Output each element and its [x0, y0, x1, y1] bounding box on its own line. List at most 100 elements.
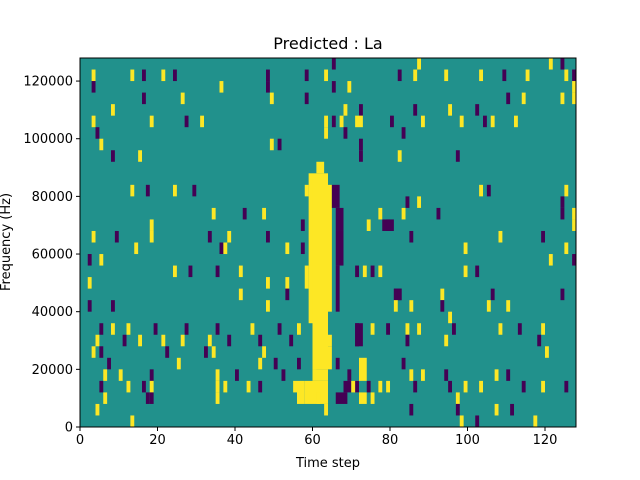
heatmap-cell	[335, 207, 344, 231]
heatmap-cell	[103, 369, 108, 381]
heatmap-cell	[300, 219, 305, 231]
heatmap-cell	[324, 115, 329, 128]
heatmap-cell	[312, 357, 317, 370]
heatmap-cell	[242, 207, 247, 220]
heatmap-cell	[180, 92, 185, 105]
heatmap-cell	[304, 380, 313, 404]
heatmap-cell	[87, 277, 92, 289]
heatmap-cell	[560, 288, 565, 301]
heatmap-cell	[91, 81, 96, 93]
heatmap-cell	[173, 184, 177, 197]
heatmap-cell	[335, 230, 344, 266]
heatmap-cell	[463, 380, 468, 393]
heatmap-cell	[486, 300, 491, 312]
heatmap-cell	[153, 323, 158, 335]
heatmap-cell	[370, 265, 375, 278]
x-tick-label: 0	[76, 433, 84, 448]
heatmap-cell	[479, 380, 484, 393]
heatmap-cell	[324, 127, 329, 139]
heatmap-cell	[316, 161, 325, 174]
heatmap-cell	[386, 323, 391, 335]
heatmap-cell	[378, 207, 383, 220]
heatmap-cell	[269, 92, 274, 105]
heatmap-cell	[355, 265, 360, 278]
heatmap-cell	[479, 69, 484, 82]
heatmap-cell	[413, 104, 418, 116]
heatmap-cell	[479, 184, 484, 197]
heatmap-cell	[331, 184, 340, 208]
heatmap-cell	[250, 323, 255, 335]
heatmap-cell	[335, 265, 340, 312]
heatmap-cell	[227, 334, 232, 347]
heatmap-cell	[339, 115, 344, 128]
heatmap-cell	[277, 323, 282, 335]
heatmap-cell	[99, 323, 104, 335]
heatmap-cell	[421, 115, 425, 128]
heatmap-cell	[227, 230, 232, 243]
heatmap-cell	[219, 81, 224, 93]
heatmap-cell	[138, 150, 143, 162]
heatmap-cell	[316, 392, 321, 404]
heatmap-cell	[107, 357, 112, 370]
heatmap-cell	[475, 104, 480, 116]
heatmap-cell	[91, 69, 96, 82]
heatmap-cell	[572, 69, 577, 82]
heatmap-cell	[297, 357, 301, 370]
heatmap-cell	[537, 334, 542, 347]
heatmap-cell	[506, 92, 511, 105]
x-tick-label: 80	[382, 433, 399, 448]
heatmap-cell	[564, 242, 569, 255]
heatmap-cell	[134, 242, 139, 255]
heatmap-cell	[417, 58, 422, 70]
heatmap-cell	[444, 334, 449, 347]
y-tick-label: 60000	[32, 248, 73, 263]
heatmap-cell	[312, 369, 328, 381]
x-tick-label: 20	[149, 433, 166, 448]
heatmap-cell	[207, 334, 212, 347]
heatmap-cell	[494, 369, 499, 381]
heatmap-cell	[541, 230, 546, 243]
heatmap-cell	[188, 265, 193, 278]
heatmap-cell	[126, 380, 131, 393]
heatmap-cell	[308, 173, 313, 324]
heatmap-cell	[490, 288, 495, 301]
heatmap-cell	[521, 92, 526, 105]
heatmap-cell	[262, 207, 267, 220]
heatmap-cell	[541, 380, 546, 393]
heatmap-cell	[312, 173, 328, 370]
heatmap-cell	[91, 115, 96, 128]
heatmap-cell	[215, 380, 220, 393]
heatmap-cell	[459, 415, 464, 427]
heatmap-cell	[145, 184, 150, 197]
heatmap-cell	[223, 380, 228, 393]
heatmap-cell	[359, 392, 367, 404]
y-axis: 0 20000 40000 60000 80000 100000 120000	[23, 75, 80, 436]
x-tick-label: 60	[304, 433, 321, 448]
heatmap-cell	[343, 380, 352, 393]
heatmap-cell	[145, 392, 150, 404]
heatmap-cell	[355, 323, 360, 335]
heatmap-cell	[219, 242, 224, 255]
heatmap-cell	[111, 323, 115, 335]
heatmap-cell	[126, 323, 131, 335]
heatmap-cell	[192, 184, 197, 197]
heatmap-cell	[560, 196, 565, 208]
heatmap-cell	[541, 323, 546, 335]
heatmap-cell	[304, 92, 309, 105]
heatmap-cell	[347, 81, 352, 93]
heatmap-cell	[138, 334, 143, 347]
heatmap-cell	[397, 69, 402, 82]
heatmap-cell	[289, 334, 294, 347]
y-tick-label: 0	[65, 421, 73, 436]
heatmap-cell	[142, 92, 146, 105]
heatmap-cell	[366, 380, 371, 393]
heatmap-cell	[122, 334, 127, 347]
heatmap-cell	[277, 138, 282, 151]
heatmap-cell	[436, 207, 441, 220]
heatmap-cell	[215, 392, 220, 404]
heatmap-cell	[390, 219, 394, 231]
heatmap-cell	[475, 415, 480, 427]
heatmap-cell	[149, 380, 154, 393]
heatmap-cell	[359, 104, 363, 116]
